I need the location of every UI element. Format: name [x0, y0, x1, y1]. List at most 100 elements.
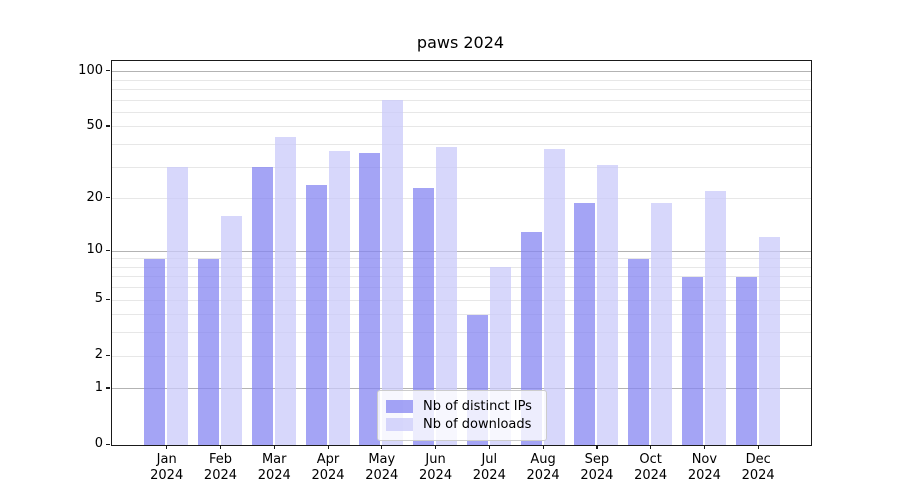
bar-downloads [543, 148, 565, 445]
x-tick-label: Jul 2024 [457, 452, 521, 484]
y-tick-label: 0 [94, 436, 103, 451]
legend-entry-distinct-ips: Nb of distinct IPs [386, 398, 538, 415]
x-tick-month: May [368, 452, 396, 467]
x-tick-label: May 2024 [350, 452, 414, 484]
y-tick-mark [106, 443, 110, 445]
x-tick-mark [435, 445, 437, 449]
bar-downloads [274, 137, 296, 445]
x-tick-month: Jul [481, 452, 498, 467]
x-tick-mark [703, 445, 706, 449]
x-tick-mark [327, 445, 329, 449]
x-tick-year: 2024 [203, 468, 238, 483]
x-tick-mark [596, 445, 598, 449]
x-tick-year: 2024 [311, 468, 345, 483]
x-tick-mark [381, 445, 383, 449]
bar-downloads [597, 164, 619, 445]
x-tick-month: Feb [208, 452, 232, 467]
x-tick-year: 2024 [526, 468, 560, 483]
bar-downloads [758, 237, 780, 445]
x-tick-label: Oct 2024 [619, 452, 683, 484]
bar-distinct-ips [574, 202, 596, 445]
x-tick-month: Aug [530, 452, 556, 467]
y-gridline-minor [112, 355, 811, 357]
x-tick-year: 2024 [687, 468, 721, 483]
y-tick-mark [106, 125, 110, 127]
bar-distinct-ips [681, 276, 703, 445]
y-tick-label: 5 [94, 291, 103, 307]
bar-distinct-ips [251, 167, 273, 445]
x-tick-mark [219, 445, 222, 449]
x-tick-year: 2024 [580, 468, 614, 483]
x-tick-mark [650, 445, 652, 449]
bar-distinct-ips [144, 258, 166, 445]
y-tick-label: 2 [94, 347, 103, 363]
bar-downloads [651, 202, 673, 445]
x-tick-label: Jan 2024 [135, 452, 199, 484]
x-tick-label: Feb 2024 [188, 452, 252, 484]
x-tick-month: Dec [745, 452, 771, 467]
x-tick-mark [488, 445, 490, 449]
chart-title: paws 2024 [416, 33, 505, 52]
y-tick-mark [106, 197, 110, 199]
y-gridline-minor [112, 198, 811, 200]
bar-distinct-ips [628, 258, 650, 445]
y-gridline-minor [112, 258, 811, 260]
y-gridline-minor [112, 314, 811, 316]
x-tick-year: 2024 [365, 468, 399, 483]
x-tick-mark [757, 445, 759, 449]
legend: Nb of distinct IPs Nb of downloads [377, 390, 547, 441]
x-tick-label: Dec 2024 [726, 452, 790, 484]
y-gridline-minor [112, 144, 811, 146]
bar-distinct-ips [305, 184, 327, 445]
x-tick-month: Nov [691, 452, 718, 467]
y-gridline-minor [112, 126, 811, 128]
y-tick-label: 1 [94, 379, 103, 395]
plot-area [111, 60, 812, 446]
y-gridline-minor [112, 332, 811, 334]
x-tick-mark [273, 445, 275, 449]
y-tick-label: 20 [86, 189, 103, 205]
legend-swatch-downloads [386, 418, 413, 431]
legend-label-downloads: Nb of downloads [423, 417, 532, 432]
bar-downloads [436, 146, 458, 445]
bar-distinct-ips [359, 152, 381, 445]
x-tick-month: Jun [425, 452, 446, 467]
y-gridline-minor [112, 88, 811, 90]
y-gridline-minor [112, 166, 811, 168]
x-tick-label: Sep 2024 [565, 452, 629, 484]
x-tick-year: 2024 [150, 468, 184, 483]
x-tick-month: Sep [584, 452, 610, 467]
y-gridline-minor [112, 99, 811, 101]
y-gridline-major [112, 388, 811, 390]
bar-downloads [220, 215, 242, 445]
bar-downloads [704, 191, 726, 445]
x-tick-month: Jan [156, 452, 177, 467]
x-tick-year: 2024 [741, 468, 775, 483]
bar-downloads [382, 100, 404, 445]
x-tick-mark [542, 445, 544, 449]
y-tick-label: 100 [78, 62, 103, 78]
y-tick-mark [106, 70, 110, 72]
y-gridline-minor [112, 287, 811, 289]
x-tick-label: Aug 2024 [511, 452, 575, 484]
y-tick-mark [106, 354, 110, 356]
y-tick-mark [106, 249, 110, 251]
x-tick-mark [166, 445, 168, 449]
y-tick-label: 50 [86, 117, 103, 133]
y-gridline-minor [112, 299, 811, 301]
y-gridline-major [112, 71, 811, 73]
bar-distinct-ips [413, 187, 435, 445]
x-tick-month: Oct [639, 452, 662, 467]
y-tick-mark [106, 298, 110, 300]
bar-distinct-ips [735, 276, 757, 445]
y-gridline-minor [112, 111, 811, 113]
y-gridline-major [112, 250, 811, 252]
y-tick-mark [106, 387, 110, 389]
x-tick-month: Mar [261, 452, 287, 467]
y-gridline-minor [112, 266, 811, 268]
legend-label-distinct-ips: Nb of distinct IPs [423, 399, 532, 414]
legend-swatch-distinct-ips [386, 400, 413, 413]
x-tick-label: Mar 2024 [242, 452, 306, 484]
y-gridline-minor [112, 79, 811, 81]
